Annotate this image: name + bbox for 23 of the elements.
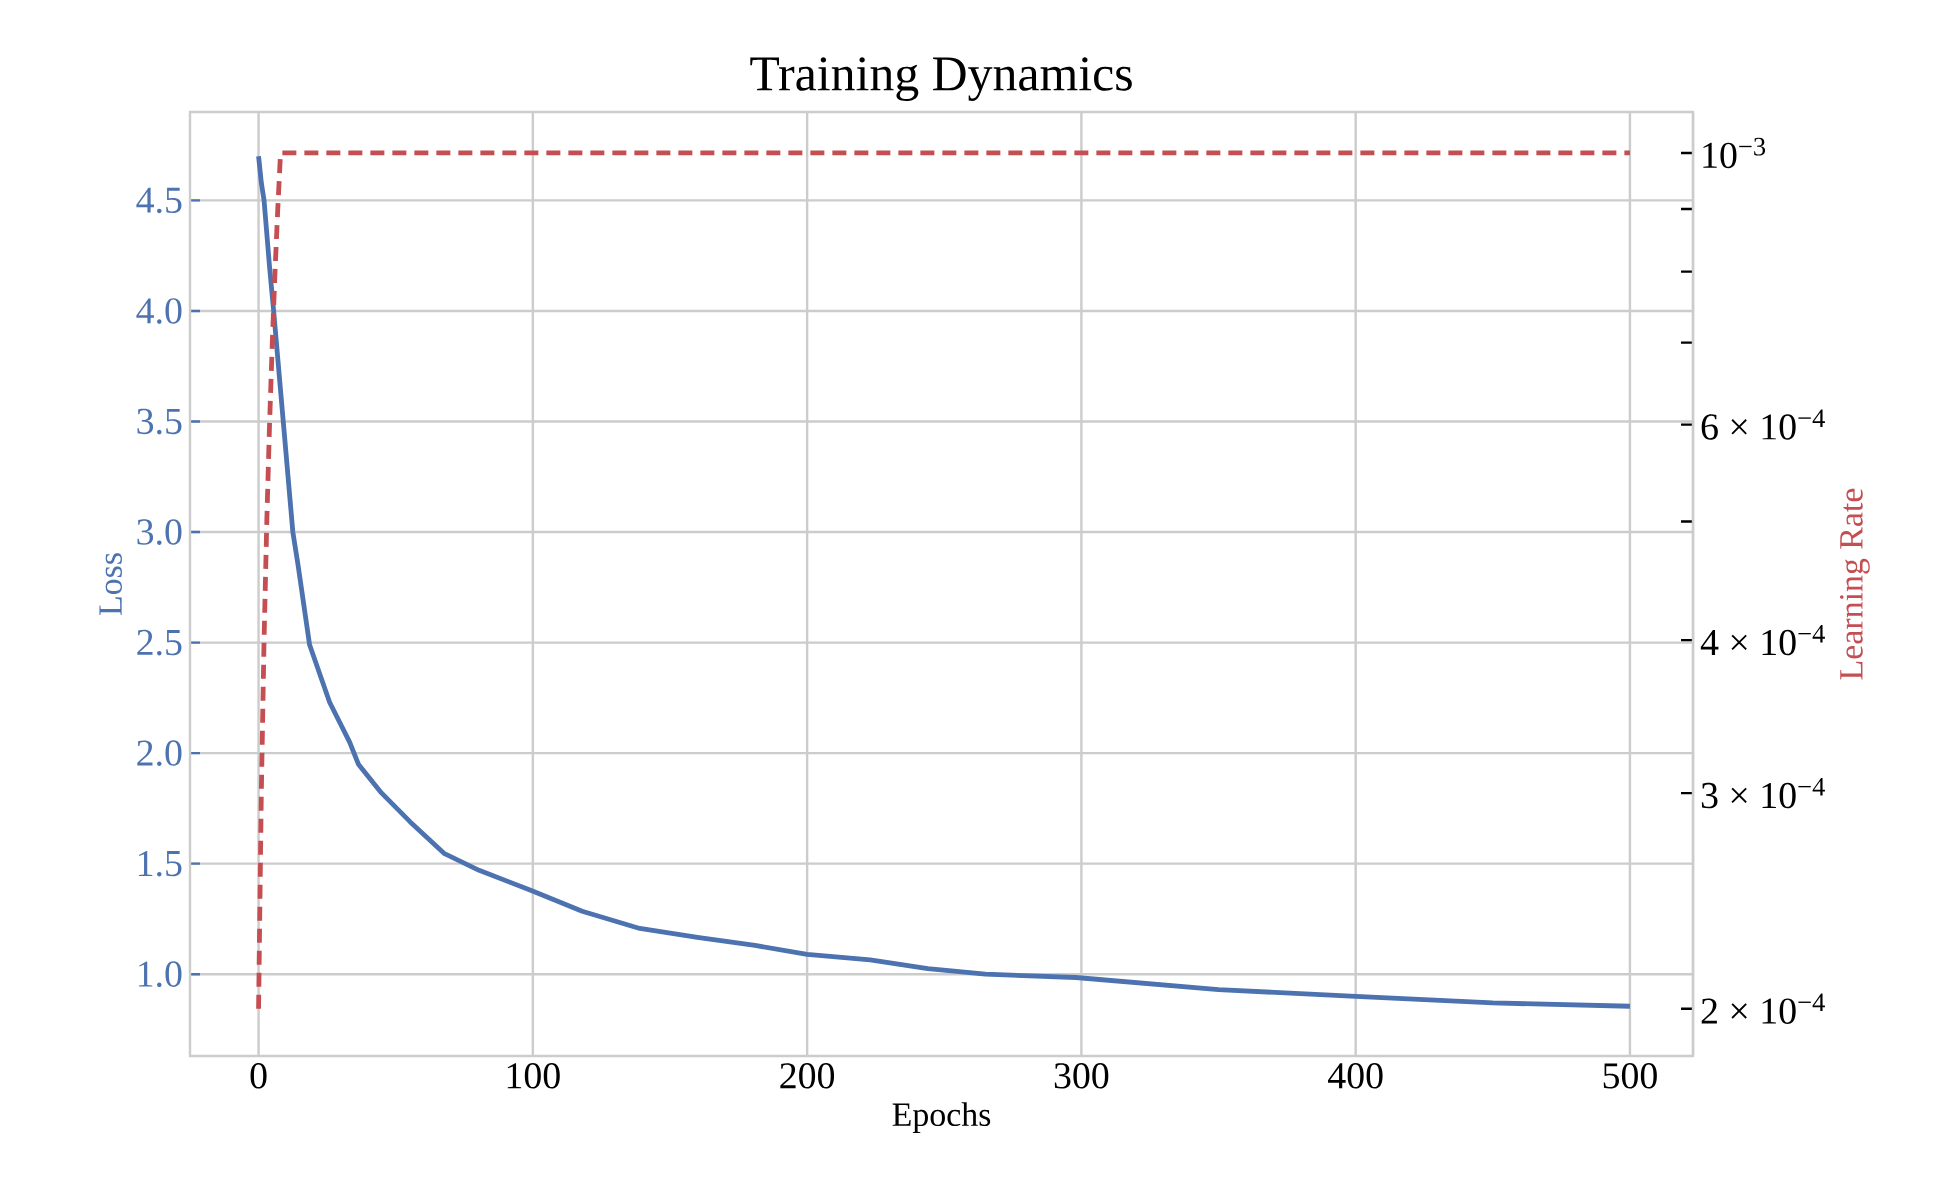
x-tick-label: 100 [507, 1063, 560, 1089]
y-tick-label: 3.0 [137, 519, 182, 545]
chart-title: Training Dynamics [750, 57, 1132, 101]
y-axis-title: Loss [99, 553, 122, 616]
y-tick-label: 4.5 [136, 187, 182, 214]
y2-tick-label: 6 × 10$^{−4}$ [1701, 409, 1825, 440]
y2-tick-label: 10$^{−3}$ [1703, 137, 1766, 169]
x-tick-label: 400 [1328, 1063, 1383, 1089]
x-tick-label: 0 [250, 1063, 267, 1089]
x-tick-label: 200 [780, 1063, 835, 1089]
y-tick-label: 2.0 [137, 740, 182, 766]
y-tick-label: 4.0 [136, 298, 182, 324]
y2-tick-label: 3 × 10$^{−4}$ [1701, 778, 1825, 809]
x-tick-label: 300 [1054, 1063, 1109, 1089]
y-tick-label: 1.5 [138, 850, 182, 877]
y-tick-label: 1.0 [138, 961, 182, 988]
y2-axis-title: Learning Rate [1839, 488, 1870, 680]
y2-tick-label: 2 × 10$^{−4}$ [1701, 993, 1825, 1024]
y-tick-label: 2.5 [137, 629, 182, 656]
y-tick-label: 3.5 [137, 408, 182, 435]
x-tick-label: 500 [1603, 1063, 1657, 1089]
x-axis-title: Epochs [892, 1102, 991, 1133]
y2-tick-label: 4 × 10$^{−4}$ [1700, 625, 1825, 656]
